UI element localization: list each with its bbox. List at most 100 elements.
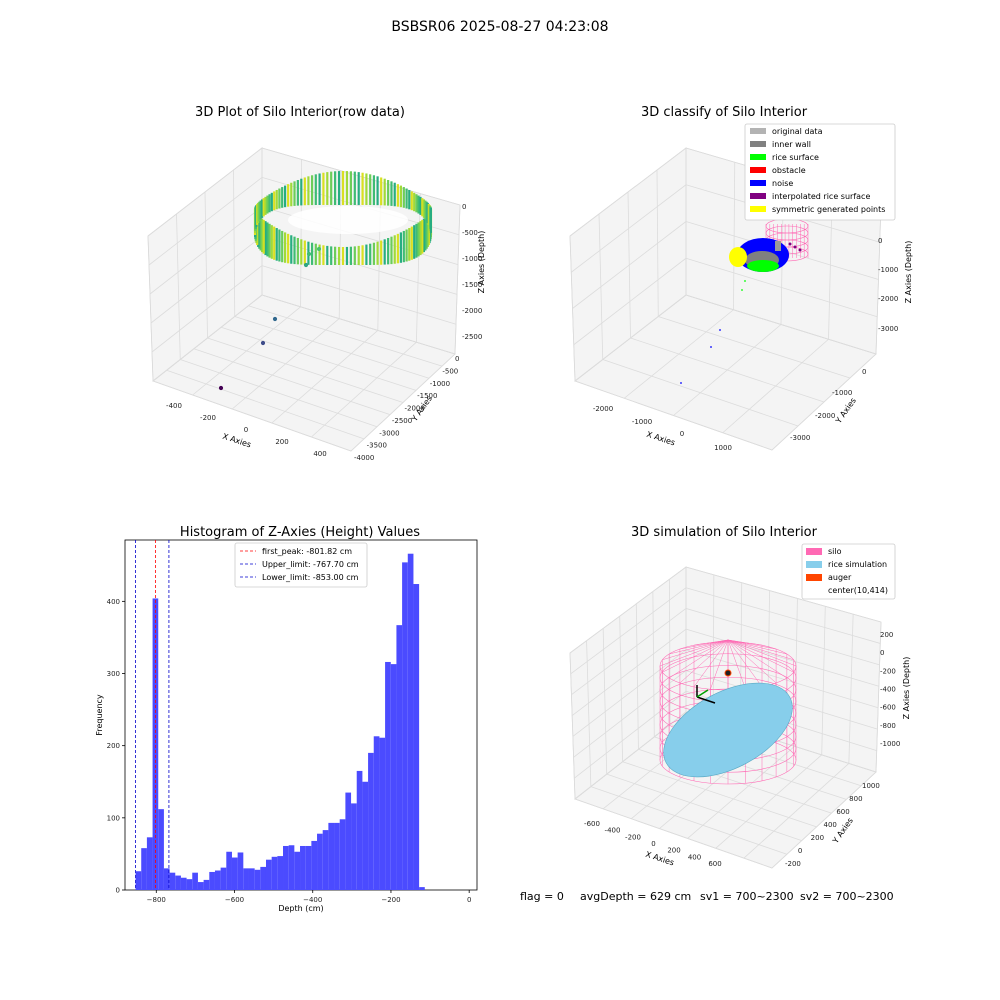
grid-line [571, 608, 687, 696]
histogram-bar [265, 859, 272, 890]
silo-roof-strut [727, 639, 788, 679]
legend-label: center(10,414) [828, 586, 888, 595]
histogram-bar [158, 809, 164, 890]
legend-label: silo [828, 547, 842, 556]
outlier-point [316, 246, 322, 252]
histogram-bar [192, 872, 198, 890]
grid-line [586, 640, 592, 787]
outlier-point [306, 251, 312, 257]
histogram-bar [197, 882, 204, 890]
y-tick-label: -3000 [379, 429, 399, 437]
y-tick-label: 400 [107, 598, 120, 606]
y-tick-label: -1000 [832, 389, 852, 397]
z-tick-label: 0 [878, 237, 882, 245]
legend-label: first_peak: -801.82 cm [262, 547, 352, 556]
raw-3d-points [218, 171, 433, 391]
silo-roof-strut [727, 639, 777, 650]
histogram-bar [175, 875, 181, 890]
legend-swatch [750, 154, 766, 160]
legend-frame [744, 123, 896, 221]
grid-line [180, 359, 378, 428]
grid-line [630, 337, 825, 403]
grid-line [574, 380, 773, 451]
grid-line [261, 294, 456, 355]
histogram-bar [243, 868, 249, 890]
grid-line [574, 798, 773, 869]
y-tick-label: -3000 [790, 434, 810, 442]
status-sv2: sv2 = 700~2300 [800, 890, 894, 903]
silo-roof-strut [727, 639, 794, 661]
z-tick-label: -1000 [878, 266, 898, 274]
grid-line [569, 652, 576, 800]
simulation-3d-title: 3D simulation of Silo Interior [631, 525, 818, 540]
grid-line [248, 305, 443, 367]
histogram-bar [226, 851, 232, 890]
histogram-bar [328, 822, 335, 890]
auger-marker [696, 669, 732, 704]
histogram-bar [254, 869, 261, 890]
histogram-bar [368, 752, 374, 890]
grid-line [233, 169, 236, 317]
grid-line [572, 649, 687, 737]
silo-roof-strut [727, 639, 794, 673]
legend-label: rice simulation [828, 560, 887, 569]
panel-classify-3d: 3D classify of Silo Interior -2000 -1000 0… [569, 105, 913, 452]
silo-roof-strut [668, 639, 729, 679]
x-tick-label: −200 [381, 896, 400, 904]
center-axis-x [696, 696, 716, 704]
grid-line [416, 193, 421, 343]
histogram-bar [419, 887, 425, 890]
grid-line [571, 628, 687, 716]
outlier-point [260, 340, 266, 346]
legend-label: interpolated rice surface [772, 192, 870, 201]
z-tick-label: 0 [880, 649, 884, 657]
histogram-bar [294, 851, 301, 890]
grid-line [715, 754, 822, 849]
z-tick-label: -500 [462, 229, 478, 237]
simulation-3d-zlabel: Z Axies (Depth) [902, 657, 911, 720]
z-tick-label: 0 [462, 203, 466, 211]
histogram-bar [283, 845, 289, 890]
y-tick-label: -2000 [815, 412, 835, 420]
histogram-bar [186, 879, 193, 890]
histogram-bar [288, 845, 295, 890]
y-tick-label: -3500 [367, 442, 387, 450]
figure-title: BSBSR06 2025-08-27 04:23:08 [391, 19, 608, 35]
x-tick-label: -400 [166, 402, 182, 410]
histogram-bar [413, 584, 420, 890]
grid-line [606, 773, 802, 841]
histogram-bar [362, 781, 369, 890]
raw-3d-xlabel: X Axies [221, 432, 252, 450]
legend-swatch [750, 167, 766, 173]
legend-label: noise [772, 179, 793, 188]
legend-label: rice surface [772, 153, 819, 162]
status-avg-depth: avgDepth = 629 cm [580, 890, 691, 903]
rice-surface [663, 682, 793, 778]
x-tick-label: 0 [651, 840, 655, 848]
status-line: flag = 0 avgDepth = 629 cm sv1 = 700~230… [520, 890, 894, 903]
rice-point [744, 280, 746, 282]
grid-line [635, 603, 639, 750]
center-axis-y [696, 689, 709, 698]
histogram-bar [322, 830, 329, 890]
y-tick-label: 0 [455, 355, 459, 363]
legend-swatch [806, 574, 822, 581]
original-data-cluster [775, 241, 781, 251]
x-tick-label: -600 [584, 820, 600, 828]
x-tick-label: -400 [605, 827, 621, 835]
interpolated-point [798, 248, 802, 252]
noise-point [680, 382, 682, 384]
histogram-bar [334, 822, 340, 890]
histogram-bar [203, 879, 210, 890]
legend-frame [801, 543, 896, 600]
surface-gap [288, 206, 408, 234]
histogram-bar [260, 866, 266, 890]
histogram-bar [135, 871, 142, 890]
grid-line [652, 591, 655, 737]
grid-line [569, 566, 687, 654]
silo-roof-strut [669, 639, 729, 655]
x-tick-label: 1000 [714, 444, 732, 452]
grid-line [743, 763, 850, 859]
grid-line [454, 204, 461, 355]
z-tick-label: -400 [880, 686, 896, 694]
